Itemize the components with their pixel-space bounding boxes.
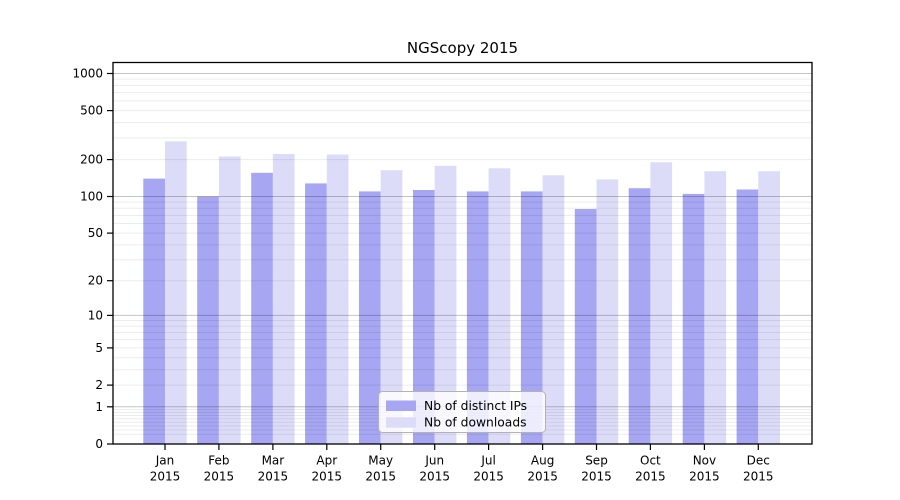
x-tick-label-month: May (368, 454, 393, 468)
x-tick-label-month: Sep (585, 454, 608, 468)
bar-aug-downloads (542, 175, 565, 445)
x-tick-label-year: 2015 (365, 470, 396, 484)
legend: Nb of distinct IPs Nb of downloads (378, 391, 546, 433)
y-tick-label: 5 (95, 341, 103, 355)
bar-oct-ips (628, 188, 651, 444)
bar-jan-ips (143, 178, 165, 444)
bar-jun-ips (413, 190, 435, 444)
bar-sep-downloads (596, 179, 619, 444)
x-tick-label-year: 2015 (635, 470, 666, 484)
x-tick-label-month: Apr (316, 454, 337, 468)
y-tick-label: 20 (88, 274, 103, 288)
bar-nov-downloads (704, 171, 727, 444)
y-tick-label: 2 (95, 378, 103, 392)
bar-jul-downloads (488, 168, 511, 445)
x-tick-label-year: 2015 (581, 470, 612, 484)
x-tick-label-year: 2015 (204, 470, 235, 484)
x-tick-label-month: Dec (747, 454, 770, 468)
bar-jul-ips (466, 191, 489, 444)
x-tick-label-month: Nov (693, 454, 716, 468)
x-tick-label-month: Mar (262, 454, 285, 468)
x-tick-label-year: 2015 (473, 470, 504, 484)
bar-may-ips (359, 191, 381, 444)
y-tick-label: 100 (80, 190, 103, 204)
bar-may-downloads (380, 170, 403, 444)
x-tick-label-year: 2015 (150, 470, 181, 484)
x-tick-label-year: 2015 (689, 470, 720, 484)
x-tick-label-year: 2015 (419, 470, 450, 484)
bar-aug-ips (520, 191, 543, 444)
legend-swatch-ips (386, 400, 416, 411)
x-tick-label-year: 2015 (527, 470, 558, 484)
y-tick-label: 0 (95, 437, 103, 451)
y-tick-label: 10 (88, 308, 103, 322)
legend-swatch-downloads (386, 417, 416, 428)
x-tick-label-month: Jun (424, 454, 444, 468)
bar-jan-downloads (165, 141, 187, 444)
x-tick-label-year: 2015 (312, 470, 343, 484)
bar-oct-downloads (650, 162, 673, 445)
y-tick-label: 500 (80, 104, 103, 118)
bar-jun-downloads (434, 165, 457, 445)
bar-feb-ips (197, 196, 219, 444)
plot-frame (112, 61, 813, 445)
bar-mar-ips (251, 172, 273, 445)
x-tick-label-year: 2015 (258, 470, 289, 484)
axis-ticks: 0 1 2 5 10 20 50 100 200 500 1000 Jan 2015 Feb 2015 Mar… (72, 67, 773, 484)
x-tick-label-month: Jan (155, 454, 175, 468)
y-tick-label: 1 (95, 400, 103, 414)
bar-dec-downloads (758, 171, 780, 444)
y-tick-label: 50 (88, 226, 103, 240)
y-tick-label: 1000 (72, 67, 103, 81)
bar-sep-ips (574, 209, 597, 444)
bars-layer (143, 141, 780, 445)
x-tick-label-month: Oct (640, 454, 661, 468)
legend-label-ips: Nb of distinct IPs (424, 399, 527, 413)
y-tick-label: 200 (80, 153, 103, 167)
chart-title: NGScopy 2015 (407, 39, 518, 57)
legend-box (378, 391, 546, 433)
legend-label-downloads: Nb of downloads (424, 416, 527, 430)
x-tick-label-month: Feb (208, 454, 229, 468)
bar-apr-downloads (326, 154, 349, 444)
bar-nov-ips (682, 193, 705, 444)
x-tick-label-year: 2015 (743, 470, 774, 484)
bar-apr-ips (305, 183, 327, 444)
bar-feb-downloads (218, 156, 241, 444)
x-tick-label-month: Jul (480, 454, 495, 468)
bar-dec-ips (736, 189, 759, 444)
bar-mar-downloads (272, 154, 295, 444)
x-tick-label-month: Aug (531, 454, 554, 468)
